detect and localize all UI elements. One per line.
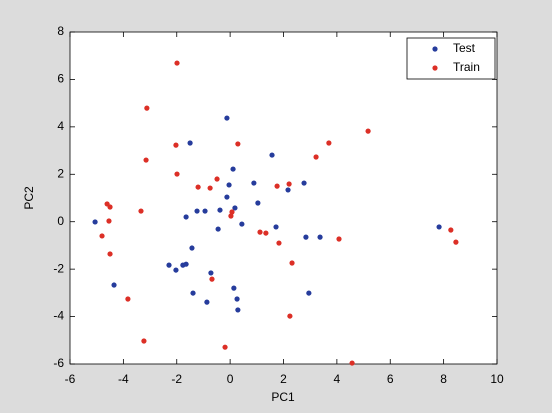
- x-tick-label: 2: [280, 372, 287, 386]
- legend-box: [406, 37, 496, 80]
- point: [453, 239, 459, 245]
- legend-marker: [432, 65, 438, 71]
- point: [285, 187, 291, 193]
- point: [235, 307, 241, 313]
- y-tick-label: 2: [57, 166, 64, 180]
- point: [269, 152, 275, 158]
- x-tick-label: -2: [171, 372, 182, 386]
- point: [273, 224, 279, 230]
- point: [289, 260, 295, 266]
- point: [187, 140, 193, 146]
- x-tick-label: -6: [65, 372, 76, 386]
- point: [229, 209, 235, 215]
- point: [234, 296, 240, 302]
- point: [448, 227, 454, 233]
- point: [255, 200, 261, 206]
- point: [286, 181, 292, 187]
- x-tick-label: -4: [118, 372, 129, 386]
- point: [208, 270, 214, 276]
- y-tick-label: -6: [53, 356, 64, 370]
- y-tick-label: 6: [57, 72, 64, 86]
- point: [143, 157, 149, 163]
- point: [231, 285, 237, 291]
- point: [365, 128, 371, 134]
- point: [107, 204, 113, 210]
- point: [174, 171, 180, 177]
- point: [226, 182, 232, 188]
- point: [214, 176, 220, 182]
- point: [232, 205, 238, 211]
- point: [194, 208, 200, 214]
- point: [251, 180, 257, 186]
- point: [224, 194, 230, 200]
- point: [326, 140, 332, 146]
- x-tick-label: 10: [490, 372, 504, 386]
- point: [235, 141, 241, 147]
- y-axis-label: PC2: [22, 186, 36, 210]
- point: [166, 262, 172, 268]
- point: [183, 261, 189, 267]
- point: [217, 207, 223, 213]
- point: [173, 267, 179, 273]
- y-tick-label: 4: [57, 119, 64, 133]
- point: [224, 115, 230, 121]
- point: [301, 180, 307, 186]
- point: [222, 344, 228, 350]
- x-tick-label: 4: [334, 372, 341, 386]
- point: [317, 234, 323, 240]
- point: [107, 251, 113, 257]
- point: [138, 208, 144, 214]
- x-tick-label: 0: [227, 372, 234, 386]
- point: [306, 290, 312, 296]
- point: [195, 184, 201, 190]
- legend-label: Train: [453, 60, 480, 74]
- y-tick-label: 8: [57, 24, 64, 38]
- point: [125, 296, 131, 302]
- point: [230, 166, 236, 172]
- point: [174, 60, 180, 66]
- point: [209, 276, 215, 282]
- y-tick-label: -2: [53, 261, 64, 275]
- point: [183, 214, 189, 220]
- point: [207, 185, 213, 191]
- point: [313, 154, 319, 160]
- point: [215, 226, 221, 232]
- point: [303, 234, 309, 240]
- point: [92, 219, 98, 225]
- point: [202, 208, 208, 214]
- point: [189, 245, 195, 251]
- x-axis-label: PC1: [271, 390, 295, 404]
- point: [276, 240, 282, 246]
- point: [141, 338, 147, 344]
- point: [204, 299, 210, 305]
- point: [173, 142, 179, 148]
- point: [257, 229, 263, 235]
- y-tick-label: -4: [53, 309, 64, 323]
- point: [228, 213, 234, 219]
- plot-area: [69, 31, 498, 365]
- x-tick-label: 8: [440, 372, 447, 386]
- legend-marker: [432, 46, 438, 52]
- point: [436, 224, 442, 230]
- point: [106, 218, 112, 224]
- point: [239, 221, 245, 227]
- point: [111, 282, 117, 288]
- x-tick-label: 6: [387, 372, 394, 386]
- legend-label: Test: [453, 41, 476, 55]
- point: [144, 105, 150, 111]
- point: [336, 236, 342, 242]
- point: [263, 230, 269, 236]
- point: [349, 360, 355, 366]
- point: [274, 183, 280, 189]
- y-tick-label: 0: [57, 214, 64, 228]
- point: [287, 313, 293, 319]
- point: [99, 233, 105, 239]
- point: [190, 290, 196, 296]
